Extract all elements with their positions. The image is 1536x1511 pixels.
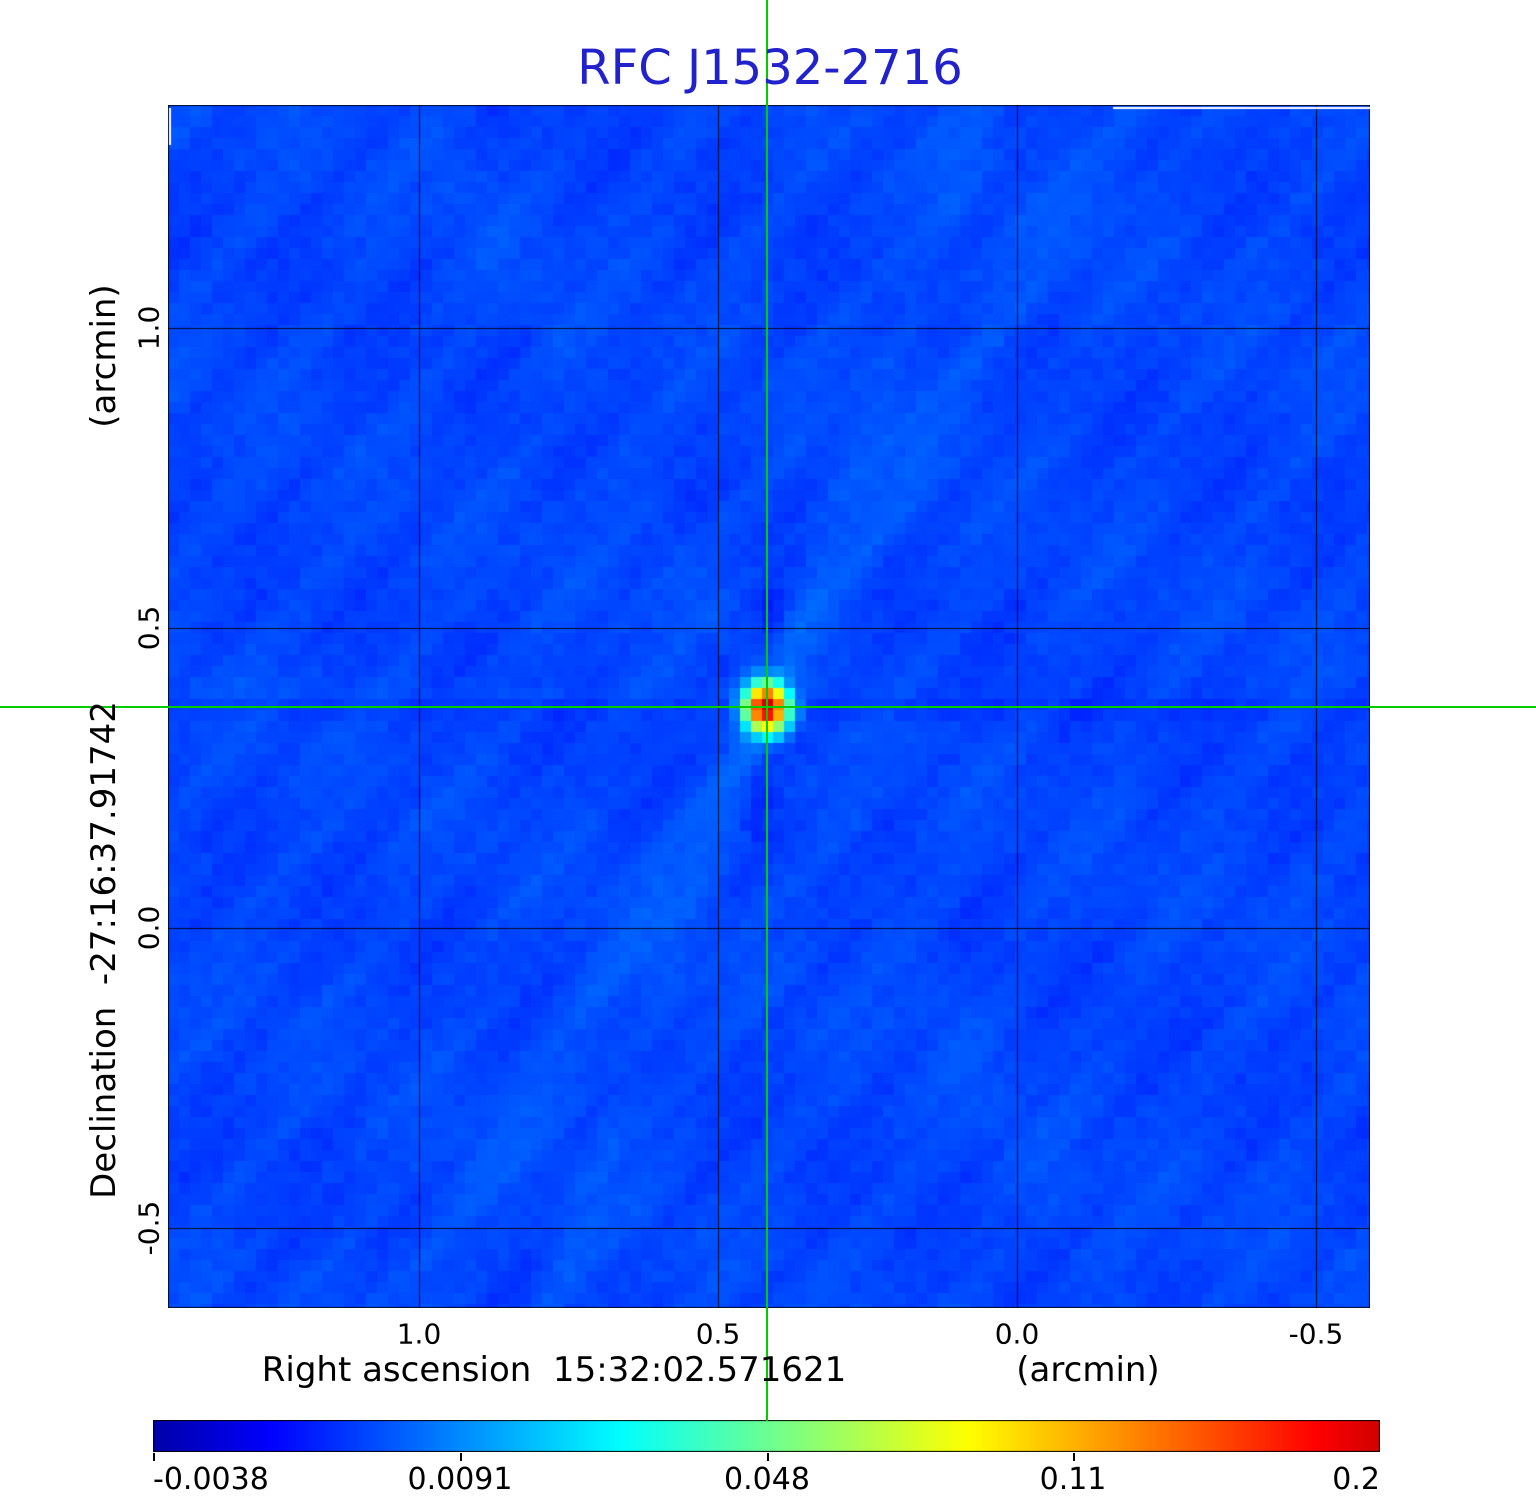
y-tick-label: 0.0 [132, 905, 166, 951]
x-tick-label: 1.0 [396, 1317, 442, 1351]
colorbar-tick-label: 0.048 [724, 1462, 810, 1497]
crosshair-horizontal-line [0, 706, 1536, 708]
x-tick-label: 0.0 [994, 1317, 1040, 1351]
colorbar-tick-label: 0.2 [1332, 1462, 1380, 1497]
y-tick-label: 0.5 [132, 605, 166, 651]
figure-title: RFC J1532-2716 [577, 40, 963, 96]
crosshair-vertical-line [766, 0, 768, 1421]
x-tick-label: -0.5 [1288, 1317, 1344, 1351]
x-tick-label: 0.5 [695, 1317, 741, 1351]
colorbar-tick [767, 1453, 769, 1461]
y-tick-label: 1.0 [132, 305, 166, 351]
y-axis-title: Declination -27:16:37.91742 [84, 701, 124, 1199]
colorbar-tick [153, 1453, 155, 1461]
y-tick-label: -0.5 [132, 1200, 166, 1256]
colorbar-tick-label: 0.0091 [407, 1462, 513, 1497]
x-axis-title: Right ascension 15:32:02.571621 [261, 1350, 847, 1390]
colorbar-tick-label: -0.0038 [153, 1462, 269, 1497]
colorbar-tick [460, 1453, 462, 1461]
x-axis-unit-label: (arcmin) [1016, 1350, 1160, 1390]
colorbar-tick-label: 0.11 [1039, 1462, 1107, 1497]
y-axis-unit-label: (arcmin) [84, 284, 124, 428]
colorbar-tick [1073, 1453, 1075, 1461]
colorbar-canvas [153, 1420, 1380, 1452]
